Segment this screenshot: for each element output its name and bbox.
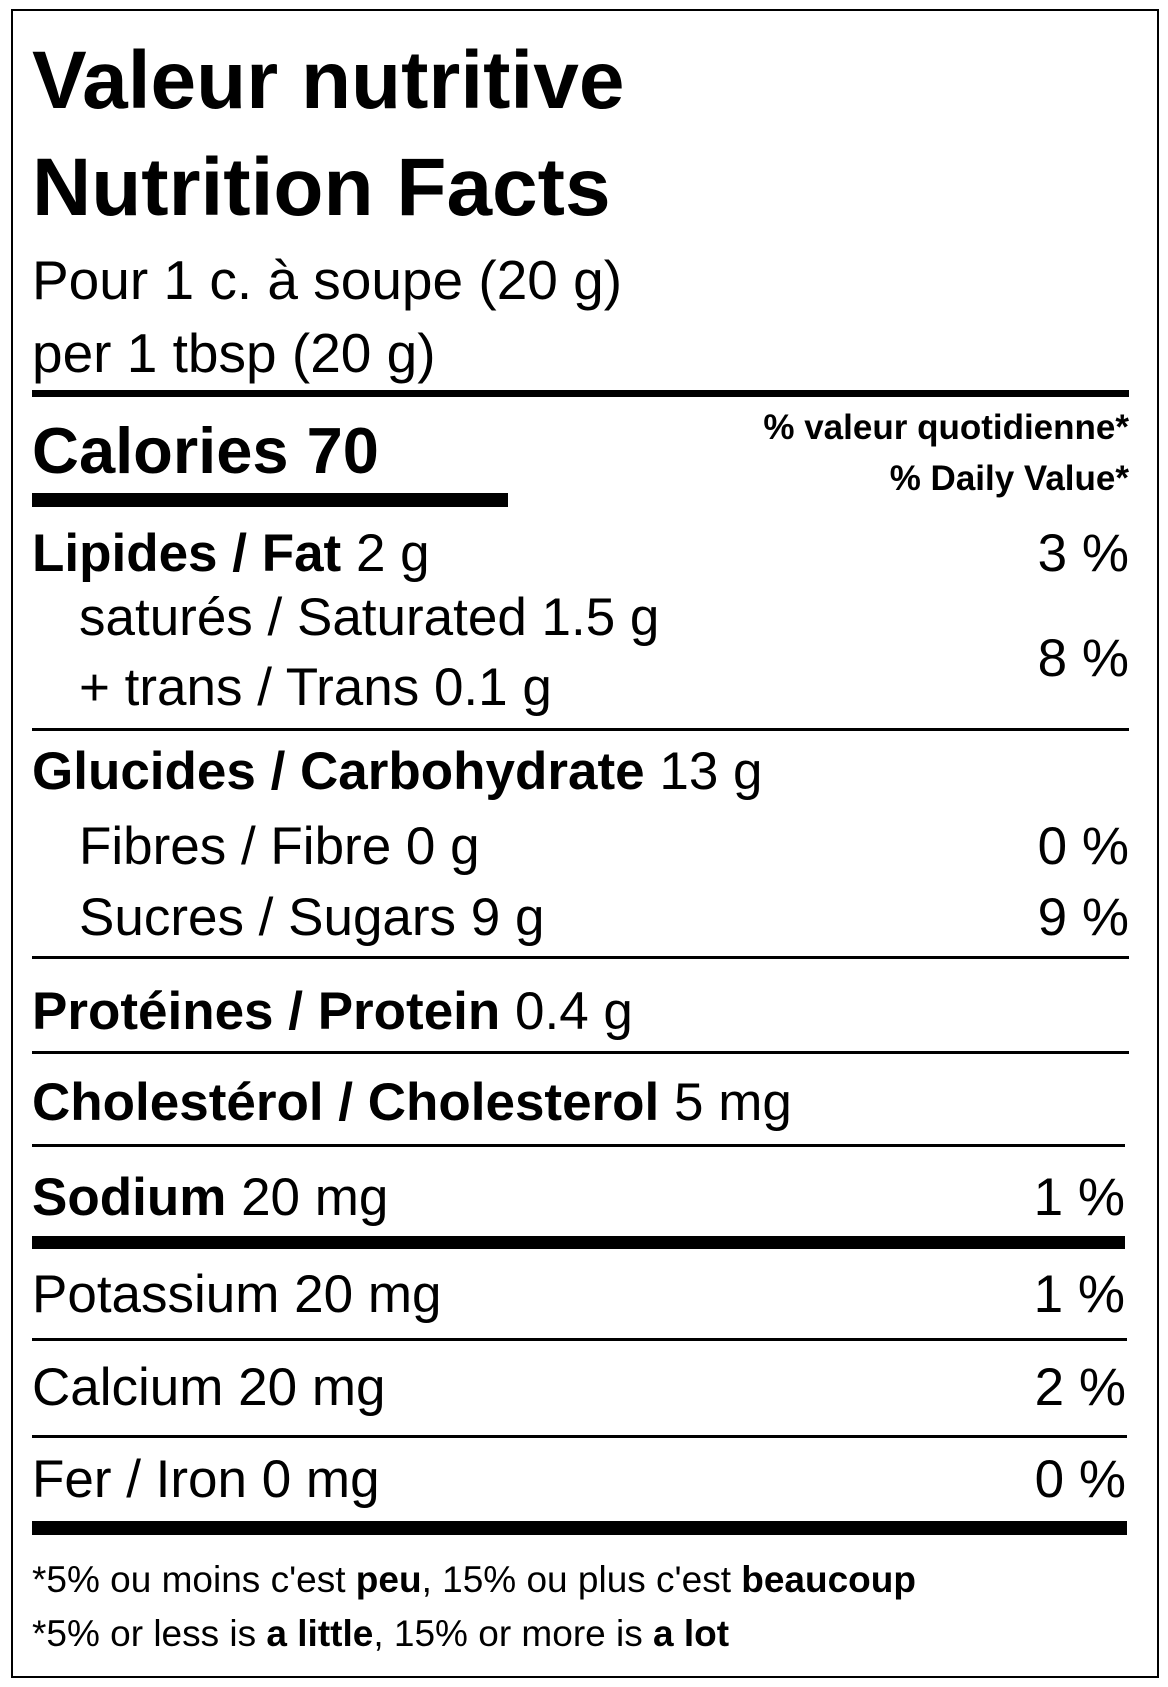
daily-value-header-fr: % valeur quotidienne*	[763, 408, 1129, 447]
fat-amount: 2 g	[355, 524, 430, 583]
calories-bar	[32, 493, 508, 507]
fat-row: Lipides / Fat 2 g	[32, 527, 430, 580]
sodium-label: Sodium	[32, 1168, 227, 1227]
divider	[32, 956, 1129, 959]
footnote-text: *5% ou moins c'est	[32, 1559, 356, 1600]
protein-label: Protéines / Protein	[32, 982, 501, 1041]
saturated-row: saturés / Saturated 1.5 g	[79, 588, 660, 647]
calcium-row: Calcium 20 mg	[32, 1358, 386, 1417]
cholesterol-amount: 5 mg	[674, 1073, 792, 1132]
fat-dv: 3 %	[1037, 524, 1129, 583]
nutrition-facts-table	[11, 9, 1159, 1678]
cholesterol-row: Cholestérol / Cholesterol 5 mg	[32, 1076, 792, 1129]
sugars-row: Sucres / Sugars 9 g	[79, 888, 545, 947]
footnote-text: , 15% ou plus c'est	[421, 1559, 742, 1600]
footnote-bold: peu	[355, 1559, 422, 1600]
footnote-text: *5% or less is	[32, 1613, 267, 1654]
carbohydrate-row: Glucides / Carbohydrate 13 g	[32, 745, 763, 798]
title-en: Nutrition Facts	[32, 142, 611, 233]
fat-label: Lipides / Fat	[32, 524, 342, 583]
divider	[32, 1338, 1127, 1341]
sugars-dv: 9 %	[1037, 888, 1129, 947]
trans-row: + trans / Trans 0.1 g	[79, 658, 552, 717]
footnote-bold: a lot	[653, 1613, 730, 1654]
footnote-fr: *5% ou moins c'est peu, 15% ou plus c'es…	[32, 1561, 916, 1598]
serving-size-en: per 1 tbsp (20 g)	[32, 322, 436, 384]
footnote-en: *5% or less is a little, 15% or more is …	[32, 1615, 729, 1652]
daily-value-header-en: % Daily Value*	[889, 459, 1129, 498]
footnote-bold: a little	[266, 1613, 374, 1654]
carbohydrate-label: Glucides / Carbohydrate	[32, 742, 645, 801]
thick-divider	[32, 1521, 1127, 1535]
calories-value: 70	[306, 414, 379, 487]
thick-divider	[32, 390, 1129, 397]
sodium-row: Sodium 20 mg	[32, 1171, 388, 1224]
calcium-dv: 2 %	[1034, 1358, 1126, 1417]
protein-row: Protéines / Protein 0.4 g	[32, 985, 633, 1038]
divider	[32, 1144, 1125, 1147]
fibre-dv: 0 %	[1037, 817, 1129, 876]
sodium-dv: 1 %	[1033, 1168, 1125, 1227]
carbohydrate-amount: 13 g	[659, 742, 763, 801]
footnote-text: , 15% or more is	[373, 1613, 653, 1654]
protein-amount: 0.4 g	[515, 982, 633, 1041]
title-fr: Valeur nutritive	[32, 35, 625, 126]
sodium-amount: 20 mg	[241, 1168, 389, 1227]
divider	[32, 1051, 1129, 1054]
saturated-trans-dv: 8 %	[1037, 629, 1129, 688]
calories: Calories 70	[32, 418, 379, 483]
serving-size-fr: Pour 1 c. à soupe (20 g)	[32, 249, 623, 311]
calories-label: Calories	[32, 414, 289, 487]
fibre-row: Fibres / Fibre 0 g	[79, 817, 480, 876]
iron-row: Fer / Iron 0 mg	[32, 1450, 380, 1509]
potassium-row: Potassium 20 mg	[32, 1265, 442, 1324]
iron-dv: 0 %	[1034, 1450, 1126, 1509]
potassium-dv: 1 %	[1033, 1265, 1125, 1324]
divider	[32, 1435, 1127, 1438]
footnote-bold: beaucoup	[741, 1559, 916, 1600]
thick-divider	[32, 1236, 1125, 1249]
cholesterol-label: Cholestérol / Cholesterol	[32, 1073, 660, 1132]
divider	[32, 728, 1129, 731]
